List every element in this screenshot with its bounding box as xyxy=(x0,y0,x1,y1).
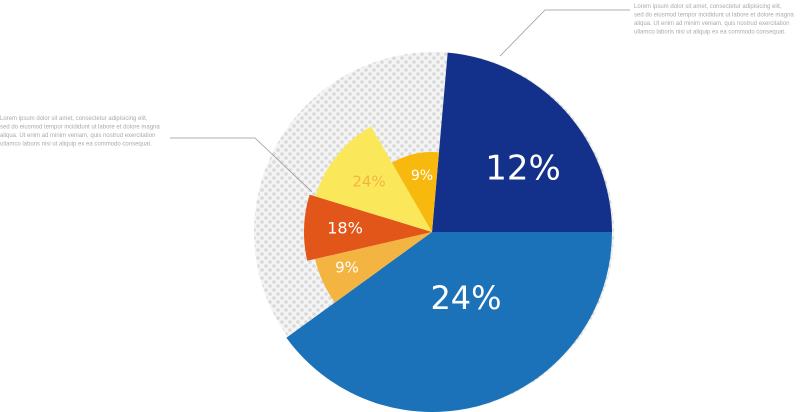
sector-label: 9% xyxy=(411,168,433,184)
leader-line xyxy=(499,9,630,57)
pie-sector xyxy=(315,126,432,232)
pie-sector xyxy=(315,232,432,303)
sector-label: 18% xyxy=(327,219,363,238)
pie-sector xyxy=(432,52,612,233)
sector-label: 24% xyxy=(352,173,385,191)
sector-label: 12% xyxy=(485,149,561,189)
note-text: sed do eiusmod tempor incididunt ut labo… xyxy=(634,13,794,19)
sector-label: 24% xyxy=(430,279,501,317)
note-text: aliqua. Ut enim ad minim veniam, quis no… xyxy=(0,133,155,139)
sector-label: 9% xyxy=(335,259,359,277)
note-text: ullamco laboris nisi ut aliquip ex ea co… xyxy=(634,30,786,36)
note-text: ullamco laboris nisi ut aliquip ex ea co… xyxy=(0,142,152,148)
pie-sector xyxy=(304,194,432,261)
leader-line xyxy=(170,137,313,193)
note-text: Lorem ipsum dolor sit amet, consectetur … xyxy=(0,116,148,122)
pie-sector xyxy=(392,152,439,232)
pie-sector xyxy=(286,232,612,412)
note-text: aliqua. Ut enim ad minim veniam, quis no… xyxy=(634,21,789,27)
note-text: sed do eiusmod tempor incididunt ut labo… xyxy=(0,125,160,131)
note-text: Lorem ipsum dolor sit amet, consectetur … xyxy=(634,4,782,10)
